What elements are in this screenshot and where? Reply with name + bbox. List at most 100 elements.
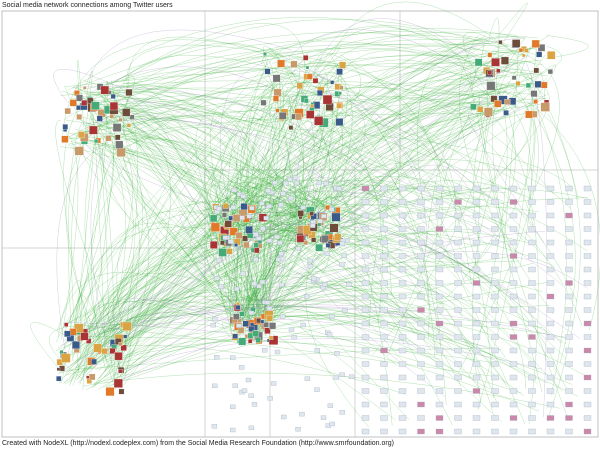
- grid-node: [491, 266, 499, 273]
- edge: [93, 281, 552, 384]
- edge: [91, 105, 106, 359]
- edge: [115, 99, 386, 314]
- grid-node: [454, 280, 462, 286]
- grid-node: [546, 334, 555, 340]
- small-node: [283, 180, 289, 186]
- grid-node: [583, 199, 592, 205]
- grid-node: [417, 415, 425, 421]
- edge: [76, 241, 317, 339]
- small-node: [240, 194, 246, 199]
- grid-node: [546, 199, 555, 205]
- small-node: [287, 177, 293, 182]
- grid-node: [491, 401, 499, 408]
- grid-node: [565, 415, 573, 421]
- node: [76, 105, 81, 111]
- small-node: [321, 213, 327, 219]
- edge: [128, 36, 291, 87]
- node: [486, 81, 496, 91]
- node: [56, 375, 62, 382]
- edge: [250, 314, 548, 384]
- node: [100, 85, 110, 95]
- grid-node: [398, 374, 407, 381]
- edge: [106, 80, 248, 302]
- edge: [82, 99, 304, 225]
- small-node: [211, 424, 218, 429]
- node: [221, 212, 227, 218]
- edge: [97, 75, 507, 126]
- grid-node: [398, 361, 407, 367]
- small-node: [230, 427, 236, 433]
- edge: [259, 282, 373, 332]
- edge: [297, 56, 443, 237]
- node: [263, 322, 269, 328]
- node: [89, 125, 98, 135]
- edge: [264, 198, 334, 336]
- edge: [264, 308, 398, 366]
- node: [490, 95, 498, 103]
- edge: [68, 142, 269, 325]
- grid-node: [417, 361, 425, 367]
- edge: [73, 126, 338, 349]
- grid-node: [435, 320, 444, 327]
- edge: [113, 95, 478, 106]
- edge: [58, 146, 134, 384]
- edge: [112, 338, 543, 374]
- grid-node: [583, 226, 592, 232]
- small-node: [260, 226, 266, 231]
- edge: [241, 314, 588, 378]
- edge: [469, 113, 535, 273]
- small-node: [300, 205, 306, 210]
- grid-node: [509, 374, 518, 381]
- grid-node: [361, 185, 370, 192]
- edge: [86, 323, 240, 377]
- edge: [111, 232, 320, 354]
- edge: [489, 17, 500, 97]
- edge: [123, 82, 229, 224]
- edge: [70, 306, 425, 333]
- node: [254, 247, 260, 254]
- grid-node: [546, 388, 555, 394]
- small-node: [266, 203, 272, 209]
- edge: [121, 95, 412, 247]
- grid-node: [435, 401, 444, 408]
- edge: [88, 66, 325, 120]
- grid-node: [435, 226, 444, 232]
- edge: [313, 18, 492, 74]
- edge: [117, 84, 245, 219]
- grid-node: [454, 266, 462, 273]
- edge: [259, 215, 524, 311]
- node: [338, 91, 342, 96]
- small-node: [314, 348, 320, 353]
- node: [316, 89, 323, 96]
- edge: [79, 52, 335, 385]
- node: [96, 115, 103, 122]
- edge: [322, 26, 512, 98]
- grid-node: [454, 293, 462, 300]
- edge: [218, 275, 263, 328]
- grid-node: [509, 388, 518, 394]
- grid-node: [491, 415, 499, 421]
- edge: [526, 100, 600, 330]
- small-node: [232, 383, 238, 388]
- node: [264, 327, 271, 334]
- edge: [259, 263, 533, 331]
- node: [239, 311, 245, 317]
- edge: [249, 102, 490, 328]
- grid-node: [454, 212, 462, 219]
- edge: [111, 134, 140, 375]
- grid-node: [509, 185, 518, 192]
- edge: [494, 38, 520, 323]
- edge: [478, 94, 568, 416]
- edge: [69, 215, 311, 387]
- edge: [253, 108, 314, 203]
- edge: [99, 53, 495, 365]
- edge: [272, 42, 490, 64]
- edge: [256, 98, 526, 332]
- edge: [71, 86, 118, 374]
- grid-node: [472, 199, 481, 205]
- grid-node: [398, 226, 407, 232]
- edge: [72, 214, 309, 340]
- node: [530, 90, 538, 98]
- edge: [237, 57, 307, 229]
- node: [494, 100, 502, 108]
